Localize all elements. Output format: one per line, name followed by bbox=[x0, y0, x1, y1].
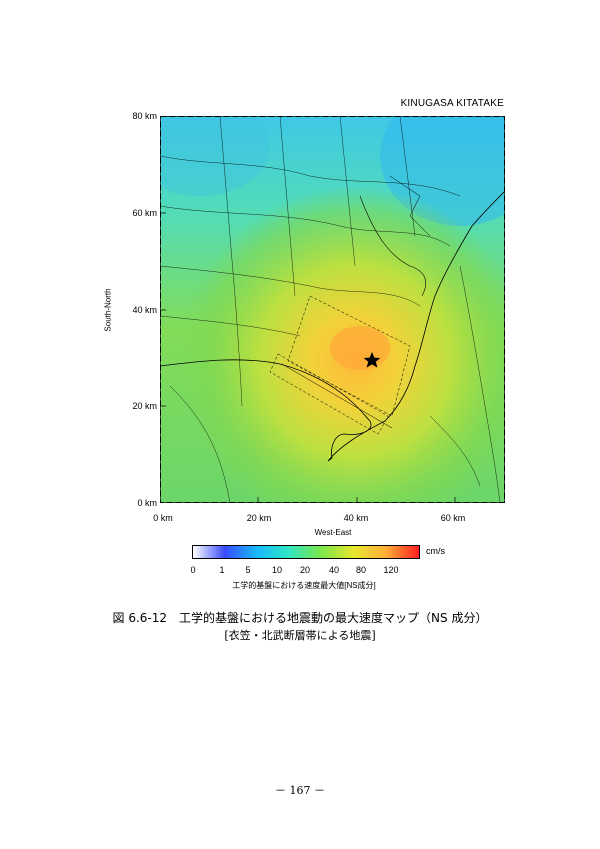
velocity-map bbox=[160, 116, 505, 503]
x-tick-label: 0 km bbox=[153, 513, 173, 523]
colorbar-caption: 工学的基盤における速度最大値[NS成分] bbox=[232, 581, 376, 590]
y-axis-label: South-North bbox=[103, 288, 113, 332]
colorbar-tick: 40 bbox=[328, 565, 340, 575]
colorbar-tick: 120 bbox=[383, 565, 399, 575]
colorbar bbox=[192, 545, 420, 559]
y-tick-label: 80 km bbox=[132, 111, 157, 121]
high-velocity-zone bbox=[160, 116, 505, 503]
y-tick-label: 0 km bbox=[137, 498, 157, 508]
page-number: － 167 － bbox=[275, 784, 325, 797]
x-axis-label: West-East bbox=[314, 528, 352, 537]
colorbar-tick: 20 bbox=[299, 565, 311, 575]
y-tick-label: 20 km bbox=[132, 401, 157, 411]
admin-boundaries bbox=[160, 116, 501, 503]
coastline bbox=[160, 190, 505, 462]
colorbar-unit: cm/s bbox=[426, 546, 445, 556]
colorbar-tick: 10 bbox=[271, 565, 283, 575]
figure-subcaption: [衣笠・北武断層帯による地震] bbox=[224, 629, 376, 642]
star-icon bbox=[363, 352, 381, 368]
figure-caption: 図 6.6-12 工学的基盤における地震動の最大速度マップ（NS 成分） bbox=[112, 611, 488, 625]
fault-rectangles bbox=[269, 295, 411, 435]
y-tick-label: 60 km bbox=[132, 208, 157, 218]
x-tick-label: 40 km bbox=[343, 513, 369, 523]
map-title: KINUGASA KITATAKE bbox=[400, 98, 504, 109]
y-tick-label: 40 km bbox=[132, 305, 157, 315]
x-tick-label: 60 km bbox=[440, 513, 466, 523]
colorbar-tick: 80 bbox=[355, 565, 367, 575]
colorbar-tick: 1 bbox=[219, 565, 225, 575]
colorbar-tick: 0 bbox=[190, 565, 196, 575]
fault-line bbox=[281, 363, 393, 429]
colorbar-tick: 5 bbox=[245, 565, 251, 575]
x-tick-label: 20 km bbox=[246, 513, 272, 523]
